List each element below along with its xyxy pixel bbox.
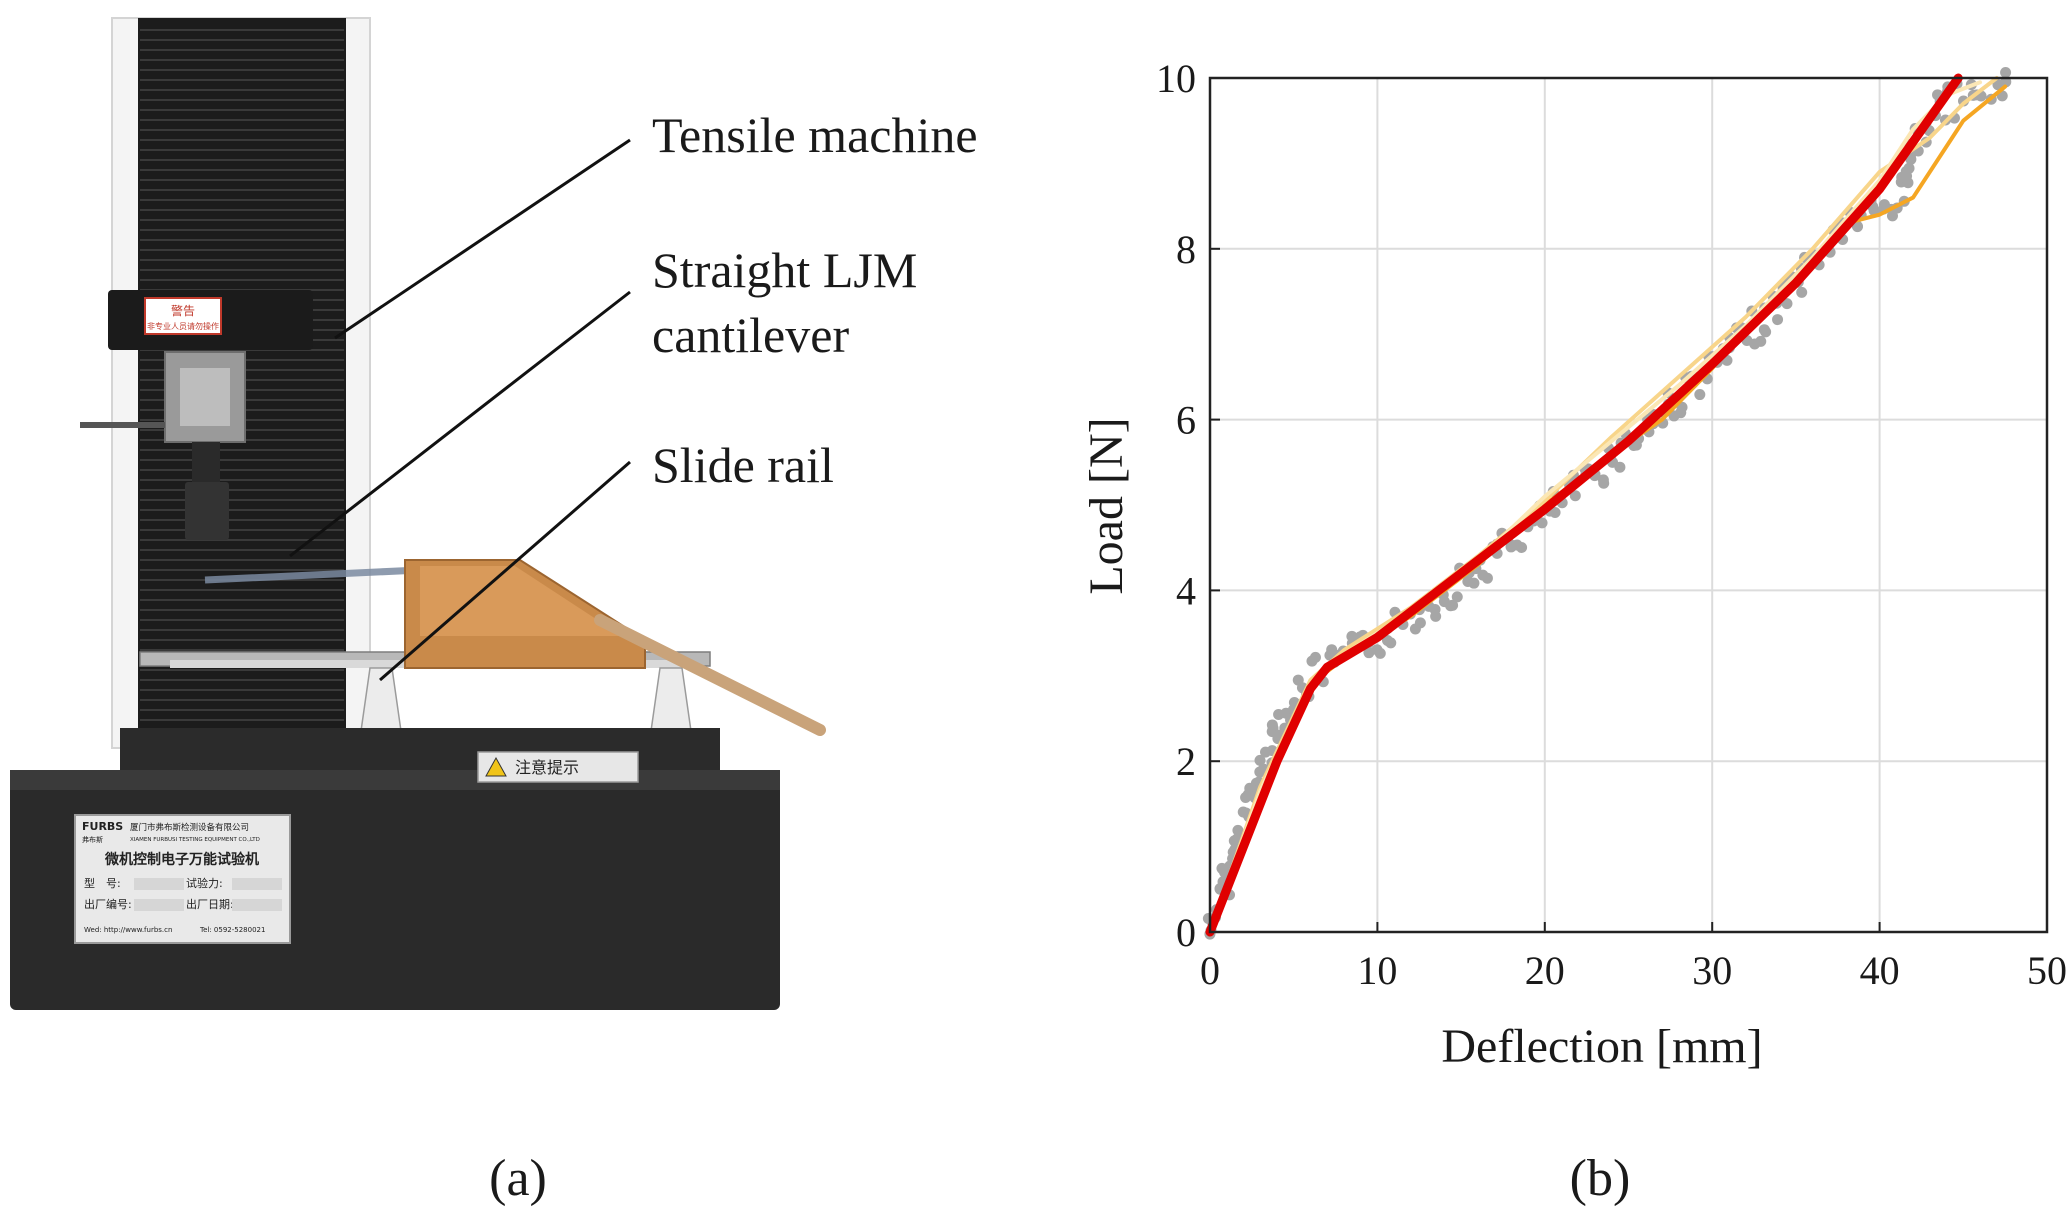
measured-point-115 (1549, 506, 1561, 518)
measured-point-242 (2000, 66, 2012, 78)
x-tick-label-0: 0 (1200, 948, 1220, 993)
y-tick-label-5: 10 (1156, 56, 1196, 101)
measured-point-110 (1536, 517, 1548, 529)
chart-series (1202, 66, 2012, 940)
plate-field-force: 试验力: (186, 876, 223, 890)
series-model-line (1205, 73, 1963, 937)
leader-cantilever (289, 290, 631, 558)
measured-point-97 (1481, 572, 1493, 584)
measured-point-88 (1447, 599, 1459, 611)
x-tick-label-5: 50 (2027, 948, 2066, 993)
measured-point-120 (1569, 490, 1581, 502)
measured-point-169 (1755, 335, 1767, 347)
measured-point-177 (1781, 298, 1793, 310)
panel-b-label: (b) (1570, 1150, 1631, 1207)
panel-a-label: (a) (489, 1150, 547, 1207)
plate-brand: FURBS (82, 820, 123, 833)
measured-point-84 (1430, 610, 1442, 622)
measured-point-89 (1451, 591, 1463, 603)
axes-frame (1208, 76, 2049, 934)
leader-tensile-machine (334, 138, 631, 340)
y-tick-label-0: 0 (1176, 910, 1196, 955)
chart-grid (1209, 77, 2048, 933)
measured-point-127 (1597, 474, 1609, 486)
leader-slide-rail (379, 460, 631, 682)
measured-point-65 (1346, 630, 1358, 642)
measured-point-106 (1516, 541, 1528, 553)
plate-brand-sub: 弗布斯 (82, 835, 103, 844)
label-slide-rail: Slide rail (652, 437, 834, 493)
y-tick-label-3: 6 (1176, 398, 1196, 443)
measured-point-34 (1254, 754, 1266, 766)
measured-point-81 (1414, 617, 1426, 629)
measured-point-57 (1309, 651, 1321, 663)
x-tick-label-4: 40 (1860, 948, 1900, 993)
panel-a: 警告 非专业人员请勿操作 (10, 17, 978, 1207)
plate-company-en: XIAMEN FURBUSI TESTING EQUIPMENT CO.,LTD (130, 837, 260, 843)
y-tick-label-1: 2 (1176, 739, 1196, 784)
plot-area (1210, 78, 2047, 932)
plate-tel: Tel: 0592-5280021 (199, 926, 265, 934)
measured-point-93 (1468, 577, 1480, 589)
plate-field-date: 出厂日期: (186, 897, 234, 911)
chart-axes: 0 10 20 30 40 50 0 2 4 6 8 10 (1156, 56, 2066, 993)
y-axis-label: Load [N] (1080, 417, 1133, 594)
x-tick-label-3: 30 (1692, 948, 1732, 993)
plate-field-serial: 出厂编号: (84, 897, 132, 911)
measured-point-52 (1292, 674, 1304, 686)
measured-point-182 (1796, 286, 1808, 298)
measured-point-216 (1900, 165, 1912, 177)
measured-point-131 (1614, 461, 1626, 473)
measured-point-153 (1694, 389, 1706, 401)
plate-web: Wed: http://www.furbs.cn (84, 926, 172, 934)
x-tick-label-2: 20 (1525, 948, 1565, 993)
label-cantilever: cantilever (652, 307, 849, 363)
measured-point-20 (1232, 824, 1244, 836)
measured-point-175 (1772, 314, 1784, 326)
warning-sign-text: 非专业人员请勿操作 (147, 321, 219, 331)
y-tick-label-2: 4 (1176, 568, 1196, 613)
plate-field-model: 型 号: (84, 876, 121, 890)
warning-sign-title: 警告 (171, 303, 195, 318)
x-tick-label-1: 10 (1357, 948, 1397, 993)
measured-point-71 (1374, 647, 1386, 659)
label-straight-ljm: Straight LJM (652, 242, 917, 298)
panel-b: 0 10 20 30 40 50 0 2 4 6 8 10 Deflection [mm] Load … (1080, 56, 2066, 1207)
x-axis-label: Deflection [mm] (1441, 1020, 1762, 1073)
label-tensile-machine: Tensile machine (652, 107, 978, 163)
measured-point-74 (1385, 637, 1397, 649)
base-warning-label: 注意提示 (515, 758, 579, 777)
plate-machine-name: 微机控制电子万能试验机 (104, 851, 259, 868)
tensile-machine-photo: 警告 非专业人员请勿操作 (10, 17, 826, 1010)
y-tick-label-4: 8 (1176, 227, 1196, 272)
plate-company-cn: 厦门市弗布斯检测设备有限公司 (130, 822, 249, 833)
measured-point-171 (1760, 326, 1772, 338)
